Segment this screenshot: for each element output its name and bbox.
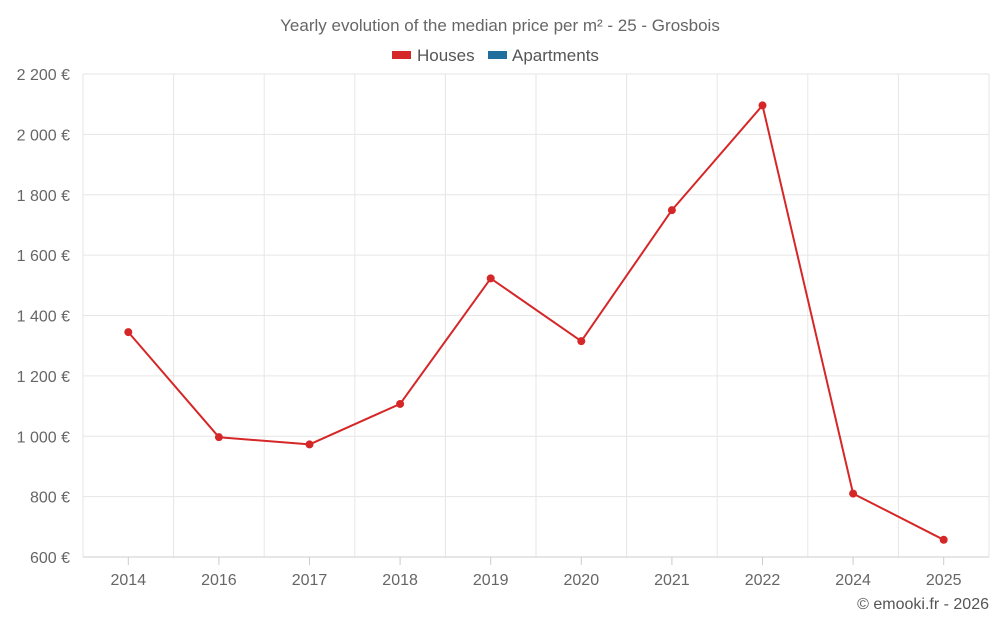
y-tick-label: 800 € [30, 490, 70, 507]
legend-label-apartments: Apartments [512, 46, 599, 65]
x-tick-label: 2016 [201, 572, 237, 589]
y-tick-label: 600 € [30, 550, 70, 567]
x-tick-label: 2017 [292, 572, 328, 589]
data-point-houses[interactable] [758, 101, 767, 110]
data-point-houses[interactable] [214, 433, 223, 442]
legend: Houses Apartments [392, 46, 599, 65]
legend-item-apartments[interactable]: Apartments [488, 46, 599, 65]
data-point-houses[interactable] [667, 206, 676, 215]
series-layer [124, 101, 948, 544]
x-gridlines [82, 74, 990, 557]
data-point-houses[interactable] [396, 399, 405, 408]
x-tick-label: 2022 [745, 572, 781, 589]
legend-label-houses: Houses [417, 46, 475, 65]
x-axis-labels: 2014 2016 2017 2018 2019 2020 2021 2022 2024 2025 [111, 572, 962, 589]
y-tick-label: 2 000 € [17, 127, 70, 144]
legend-swatch-houses [392, 51, 411, 59]
x-tick-label: 2014 [111, 572, 147, 589]
x-tick-label: 2020 [564, 572, 600, 589]
legend-item-houses[interactable]: Houses [392, 46, 475, 65]
x-tick-label: 2019 [473, 572, 509, 589]
y-tick-label: 1 400 € [17, 309, 70, 326]
data-point-houses[interactable] [939, 535, 948, 544]
y-tick-label: 1 000 € [17, 429, 70, 446]
y-tick-label: 1 200 € [17, 369, 70, 386]
x-tick-label: 2018 [382, 572, 418, 589]
legend-swatch-apartments [488, 51, 507, 59]
chart-title: Yearly evolution of the median price per… [280, 16, 720, 35]
y-tick-label: 1 600 € [17, 248, 70, 265]
data-point-houses[interactable] [577, 337, 586, 346]
data-point-houses[interactable] [305, 440, 314, 449]
x-tick-label: 2025 [926, 572, 962, 589]
x-tick-label: 2021 [654, 572, 690, 589]
y-tick-label: 1 800 € [17, 188, 70, 205]
y-tick-label: 2 200 € [17, 67, 70, 84]
data-point-houses[interactable] [486, 274, 495, 283]
series-line-houses [127, 104, 945, 541]
x-tick-label: 2024 [835, 572, 871, 589]
data-point-houses[interactable] [849, 489, 858, 498]
y-axis-labels: 600 € 800 € 1 000 € 1 200 € 1 400 € 1 600 € 1 … [17, 67, 70, 567]
data-point-houses[interactable] [124, 328, 133, 337]
credit-text: © emooki.fr - 2026 [857, 596, 989, 613]
axes [83, 556, 989, 565]
